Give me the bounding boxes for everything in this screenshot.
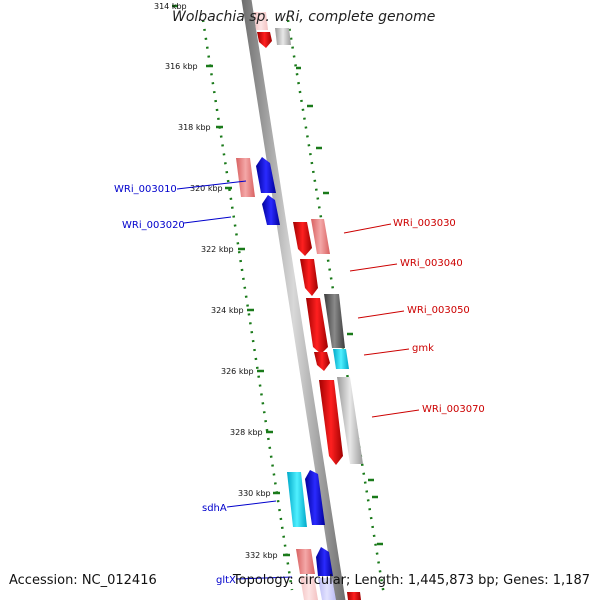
gene-feature[interactable] bbox=[254, 12, 268, 30]
genome-title: Wolbachia sp. wRi, complete genome bbox=[172, 9, 436, 25]
gene-feature[interactable] bbox=[314, 352, 330, 371]
gene-label-wri-003040[interactable]: WRi_003040 bbox=[400, 258, 463, 269]
gene-feature-gltx[interactable] bbox=[316, 547, 333, 576]
leader-wri-003040 bbox=[349, 263, 398, 272]
tick-label-324: 324 kbp bbox=[211, 306, 244, 315]
gene-label-gmk[interactable]: gmk bbox=[412, 343, 434, 354]
gene-feature[interactable] bbox=[337, 377, 363, 464]
gene-label-wri-003070[interactable]: WRi_003070 bbox=[422, 404, 485, 415]
leader-gmk bbox=[363, 348, 410, 356]
minus-strand-track bbox=[201, 19, 294, 591]
gene-feature[interactable] bbox=[318, 578, 336, 600]
gene-feature[interactable] bbox=[257, 32, 272, 48]
gene-feature[interactable] bbox=[236, 158, 255, 197]
leader-wri-003070 bbox=[371, 409, 420, 418]
tick-label-314: 314 kbp bbox=[154, 2, 187, 11]
gene-label-wri-003030[interactable]: WRi_003030 bbox=[393, 218, 456, 229]
genome-backbone bbox=[241, 0, 346, 600]
leader-wri-003020 bbox=[183, 216, 232, 224]
tick-label-330: 330 kbp bbox=[238, 489, 271, 498]
tick-label-320: 320 kbp bbox=[190, 184, 223, 193]
gene-feature-wri-003050[interactable] bbox=[306, 298, 328, 354]
gene-feature-wri-003010[interactable] bbox=[256, 157, 276, 193]
gene-label-wri-003020[interactable]: WRi_003020 bbox=[122, 220, 185, 231]
gene-feature-wri-003030[interactable] bbox=[293, 222, 312, 256]
leader-gltx bbox=[235, 576, 293, 580]
genome-summary-text: Topology: circular; Length: 1,445,873 bp… bbox=[232, 573, 590, 588]
gene-feature[interactable] bbox=[300, 576, 318, 600]
gene-feature[interactable] bbox=[324, 294, 345, 348]
accession-text: Accession: NC_012416 bbox=[9, 573, 157, 588]
tick-label-318: 318 kbp bbox=[178, 123, 211, 132]
gene-feature[interactable] bbox=[296, 549, 315, 574]
tick-label-322: 322 kbp bbox=[201, 245, 234, 254]
tick-label-316: 316 kbp bbox=[165, 62, 198, 71]
gene-feature-wri-003040[interactable] bbox=[300, 259, 318, 296]
tick-label-326: 326 kbp bbox=[221, 367, 254, 376]
leader-wri-003030 bbox=[343, 223, 392, 234]
plus-strand-ticks bbox=[296, 66, 383, 546]
gene-feature-wri-003020[interactable] bbox=[262, 195, 280, 225]
gene-feature-sdha[interactable] bbox=[287, 472, 307, 527]
gene-label-wri-003010[interactable]: WRi_003010 bbox=[114, 184, 177, 195]
gene-label-sdha[interactable]: sdhA bbox=[202, 503, 227, 514]
gene-feature[interactable] bbox=[275, 28, 291, 45]
leader-sdha bbox=[226, 500, 277, 508]
gene-feature[interactable] bbox=[305, 470, 325, 525]
gene-feature[interactable] bbox=[347, 592, 361, 600]
gene-label-wri-003050[interactable]: WRi_003050 bbox=[407, 305, 470, 316]
gene-feature-wri-003070[interactable] bbox=[319, 380, 343, 465]
gene-feature[interactable] bbox=[311, 219, 330, 254]
leader-wri-003010 bbox=[176, 180, 247, 190]
tick-label-328: 328 kbp bbox=[230, 428, 263, 437]
leader-wri-003050 bbox=[357, 310, 405, 319]
gene-feature-gmk[interactable] bbox=[333, 349, 349, 369]
tick-label-332: 332 kbp bbox=[245, 551, 278, 560]
scale-ticks bbox=[172, 4, 290, 557]
gene-label-gltx[interactable]: gltX bbox=[216, 575, 236, 586]
